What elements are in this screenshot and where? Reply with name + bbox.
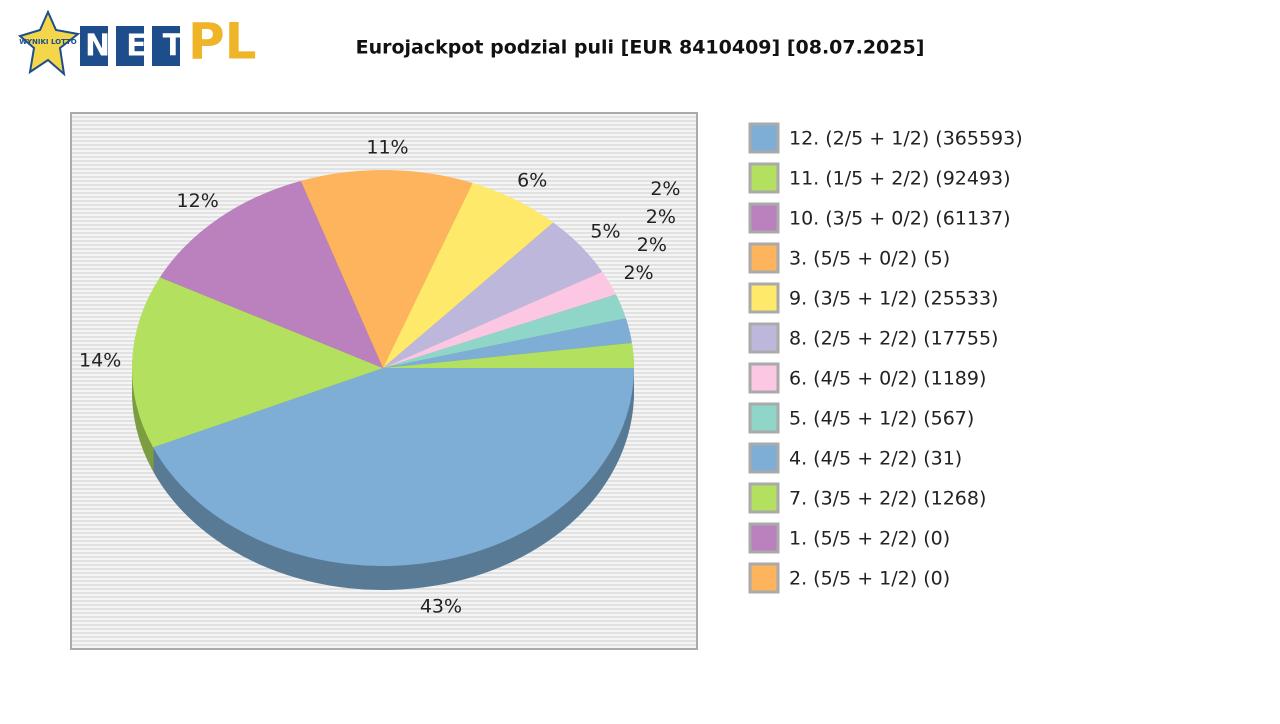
pie-slice xyxy=(383,342,634,368)
pie-slice xyxy=(153,368,635,567)
legend-label: 12. (2/5 + 1/2) (365593) xyxy=(789,128,1023,150)
legend-swatch xyxy=(748,482,780,514)
legend-swatch xyxy=(748,242,780,274)
pie-slice xyxy=(132,277,383,448)
logo-left: NET xyxy=(85,29,199,64)
pie-slice xyxy=(383,294,626,368)
legend-swatch xyxy=(748,402,780,434)
pie-slice xyxy=(159,180,383,368)
legend-swatch xyxy=(748,562,780,594)
legend-swatch xyxy=(748,282,780,314)
legend-swatch xyxy=(748,362,780,394)
legend-label: 11. (1/5 + 2/2) (92493) xyxy=(789,168,1011,190)
pie-slice xyxy=(300,170,473,368)
legend-swatch xyxy=(748,522,780,554)
data-label: 43% xyxy=(420,595,462,617)
data-label: 14% xyxy=(79,350,121,372)
legend-swatch xyxy=(748,122,780,154)
logo-star xyxy=(17,9,81,77)
logo-box xyxy=(80,26,108,66)
pie-slice xyxy=(383,318,632,368)
data-label: 11% xyxy=(366,137,408,159)
logo: WYNIKI LOTTO NET PL xyxy=(17,9,257,77)
legend-label: 9. (3/5 + 1/2) (25533) xyxy=(789,288,998,310)
legend-label: 10. (3/5 + 0/2) (61137) xyxy=(789,208,1011,230)
chart-title: Eurojackpot podzial puli [EUR 8410409] [… xyxy=(356,37,925,59)
logo-right: PL xyxy=(188,13,257,71)
legend-swatch xyxy=(748,202,780,234)
logo-badge: WYNIKI LOTTO xyxy=(19,38,77,46)
pie-slice xyxy=(383,271,617,368)
data-label: 2% xyxy=(623,262,653,284)
legend-swatch xyxy=(748,162,780,194)
legend-swatch xyxy=(748,442,780,474)
legend-label: 5. (4/5 + 1/2) (567) xyxy=(789,408,974,430)
legend-label: 8. (2/5 + 2/2) (17755) xyxy=(789,328,998,350)
data-label: 2% xyxy=(637,234,667,256)
data-label: 12% xyxy=(177,190,219,212)
data-label: 2% xyxy=(646,206,676,228)
legend-label: 4. (4/5 + 2/2) (31) xyxy=(789,448,962,470)
legend-label: 3. (5/5 + 0/2) (5) xyxy=(789,248,950,270)
logo-box xyxy=(116,26,144,66)
data-label: 5% xyxy=(590,221,620,243)
logo-box xyxy=(152,26,180,66)
data-label: 2% xyxy=(650,178,680,200)
pie-slice xyxy=(383,183,554,368)
legend-label: 6. (4/5 + 0/2) (1189) xyxy=(789,368,986,390)
legend-swatch xyxy=(748,322,780,354)
legend-label: 2. (5/5 + 1/2) (0) xyxy=(789,568,950,590)
pie-slice xyxy=(383,222,603,368)
legend-label: 7. (3/5 + 2/2) (1268) xyxy=(789,488,986,510)
data-label: 6% xyxy=(517,170,547,192)
legend-label: 1. (5/5 + 2/2) (0) xyxy=(789,528,950,550)
